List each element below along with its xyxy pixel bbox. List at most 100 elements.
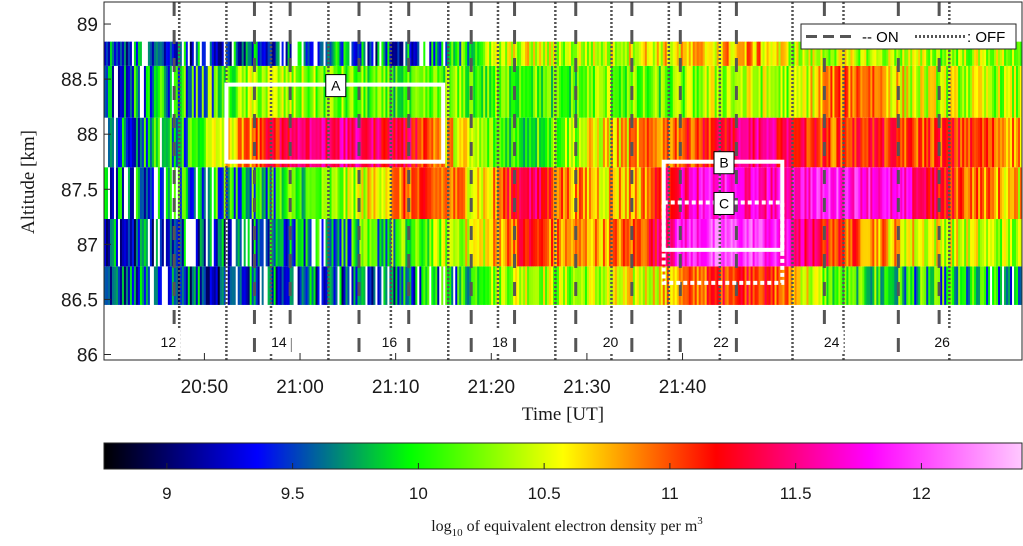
heatmap-cell (588, 219, 592, 267)
heatmap-cell (682, 41, 686, 66)
heatmap-cell (151, 266, 155, 305)
heatmap-cell (193, 41, 197, 66)
heatmap-cell (143, 266, 147, 305)
heatmap-cell (988, 117, 991, 168)
heatmap-cell (956, 266, 959, 305)
heatmap-cell (958, 65, 961, 118)
heatmap-cell (978, 219, 981, 267)
heatmap-cell (632, 266, 636, 305)
heatmap-cell (181, 65, 185, 118)
heatmap-cell (549, 65, 552, 118)
heatmap-cell (361, 41, 364, 66)
heatmap-cell (465, 65, 468, 118)
heatmap-cell (634, 219, 638, 267)
heatmap-cell (950, 167, 953, 219)
heatmap-cell (656, 266, 660, 305)
heatmap-cell (119, 117, 123, 168)
heatmap-cell (900, 219, 903, 267)
heatmap-cell (924, 219, 927, 267)
heatmap-cell (648, 117, 652, 168)
heatmap-cell (1004, 41, 1007, 66)
heatmap-cell (660, 266, 664, 305)
heatmap-cell (672, 266, 676, 305)
heatmap-cell (317, 266, 320, 305)
heatmap-cell (133, 117, 137, 168)
heatmap-cell (958, 219, 961, 267)
heatmap-cell (896, 41, 899, 66)
heatmap-cell (662, 41, 666, 66)
heatmap-cell (221, 266, 225, 305)
heatmap-cell (273, 65, 277, 118)
heatmap-cell (307, 167, 310, 219)
heatmap-cell (664, 167, 668, 219)
heatmap-cell (211, 167, 215, 219)
heatmap-cell (311, 167, 314, 219)
heatmap-cell (181, 41, 185, 66)
heatmap-cell (213, 65, 217, 118)
heatmap-cell (808, 167, 811, 219)
heatmap-cell (547, 167, 550, 219)
heatmap-cell (810, 266, 813, 305)
heatmap-cell (106, 117, 109, 168)
heatmap-cell (397, 41, 400, 66)
heatmap-cell (179, 65, 183, 118)
heatmap-cell (223, 41, 227, 66)
heatmap-cell (285, 41, 288, 66)
heatmap-cell (946, 219, 949, 267)
heatmap-cell (870, 167, 873, 219)
heatmap-cell (874, 65, 877, 118)
heatmap-cell (754, 117, 757, 168)
heatmap-cell (634, 65, 638, 118)
heatmap-cell (185, 266, 189, 305)
heatmap-cell (624, 65, 628, 118)
heatmap-cell (860, 41, 863, 66)
heatmap-cell (419, 167, 422, 219)
heatmap-cell (824, 219, 827, 267)
heatmap-cell (119, 41, 123, 66)
heatmap-cell (423, 117, 426, 168)
heatmap-cell (437, 266, 440, 305)
heatmap-cell (217, 219, 221, 267)
heatmap-cell (1012, 167, 1015, 219)
heatmap-cell (369, 266, 372, 305)
heatmap-cell (153, 65, 157, 118)
heatmap-cell (592, 117, 596, 168)
heatmap-cell (744, 219, 747, 267)
heatmap-cell (303, 167, 306, 219)
heatmap-cell (237, 266, 241, 305)
heatmap-cell (545, 117, 548, 168)
heatmap-cell (666, 266, 670, 305)
heatmap-cell (111, 167, 115, 219)
heatmap-cell (335, 41, 338, 66)
heatmap-cell (321, 219, 324, 267)
heatmap-cell (926, 167, 929, 219)
heatmap-cell (584, 266, 588, 305)
heatmap-cell (710, 41, 714, 66)
heatmap-cell (295, 65, 298, 118)
heatmap-cell (644, 266, 648, 305)
cycle-label: 16 (382, 334, 398, 350)
heatmap-cell (291, 65, 294, 118)
heatmap-cell (638, 117, 642, 168)
heatmap-cell (257, 266, 261, 305)
x-tick-label: 21:10 (372, 377, 420, 398)
heatmap-cell (423, 65, 426, 118)
heatmap-cell (700, 117, 704, 168)
heatmap-cell (710, 266, 714, 305)
heatmap-cell (660, 41, 664, 66)
heatmap-cell (1010, 266, 1013, 305)
heatmap-cell (868, 167, 871, 219)
heatmap-cell (169, 117, 173, 168)
heatmap-cell (570, 41, 574, 66)
heatmap-cell (668, 41, 672, 66)
heatmap-cell (756, 41, 759, 66)
heatmap-cell (804, 65, 807, 118)
heatmap-cell (333, 117, 336, 168)
heatmap-cell (918, 117, 921, 168)
heatmap-cell (734, 167, 738, 219)
heatmap-cell (878, 219, 881, 267)
heatmap-cell (828, 65, 831, 118)
heatmap-cell (131, 41, 135, 66)
heatmap-cell (385, 266, 388, 305)
